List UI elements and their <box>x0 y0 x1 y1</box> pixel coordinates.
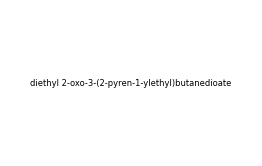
Text: diethyl 2-oxo-3-(2-pyren-1-ylethyl)butanedioate: diethyl 2-oxo-3-(2-pyren-1-ylethyl)butan… <box>30 79 232 87</box>
